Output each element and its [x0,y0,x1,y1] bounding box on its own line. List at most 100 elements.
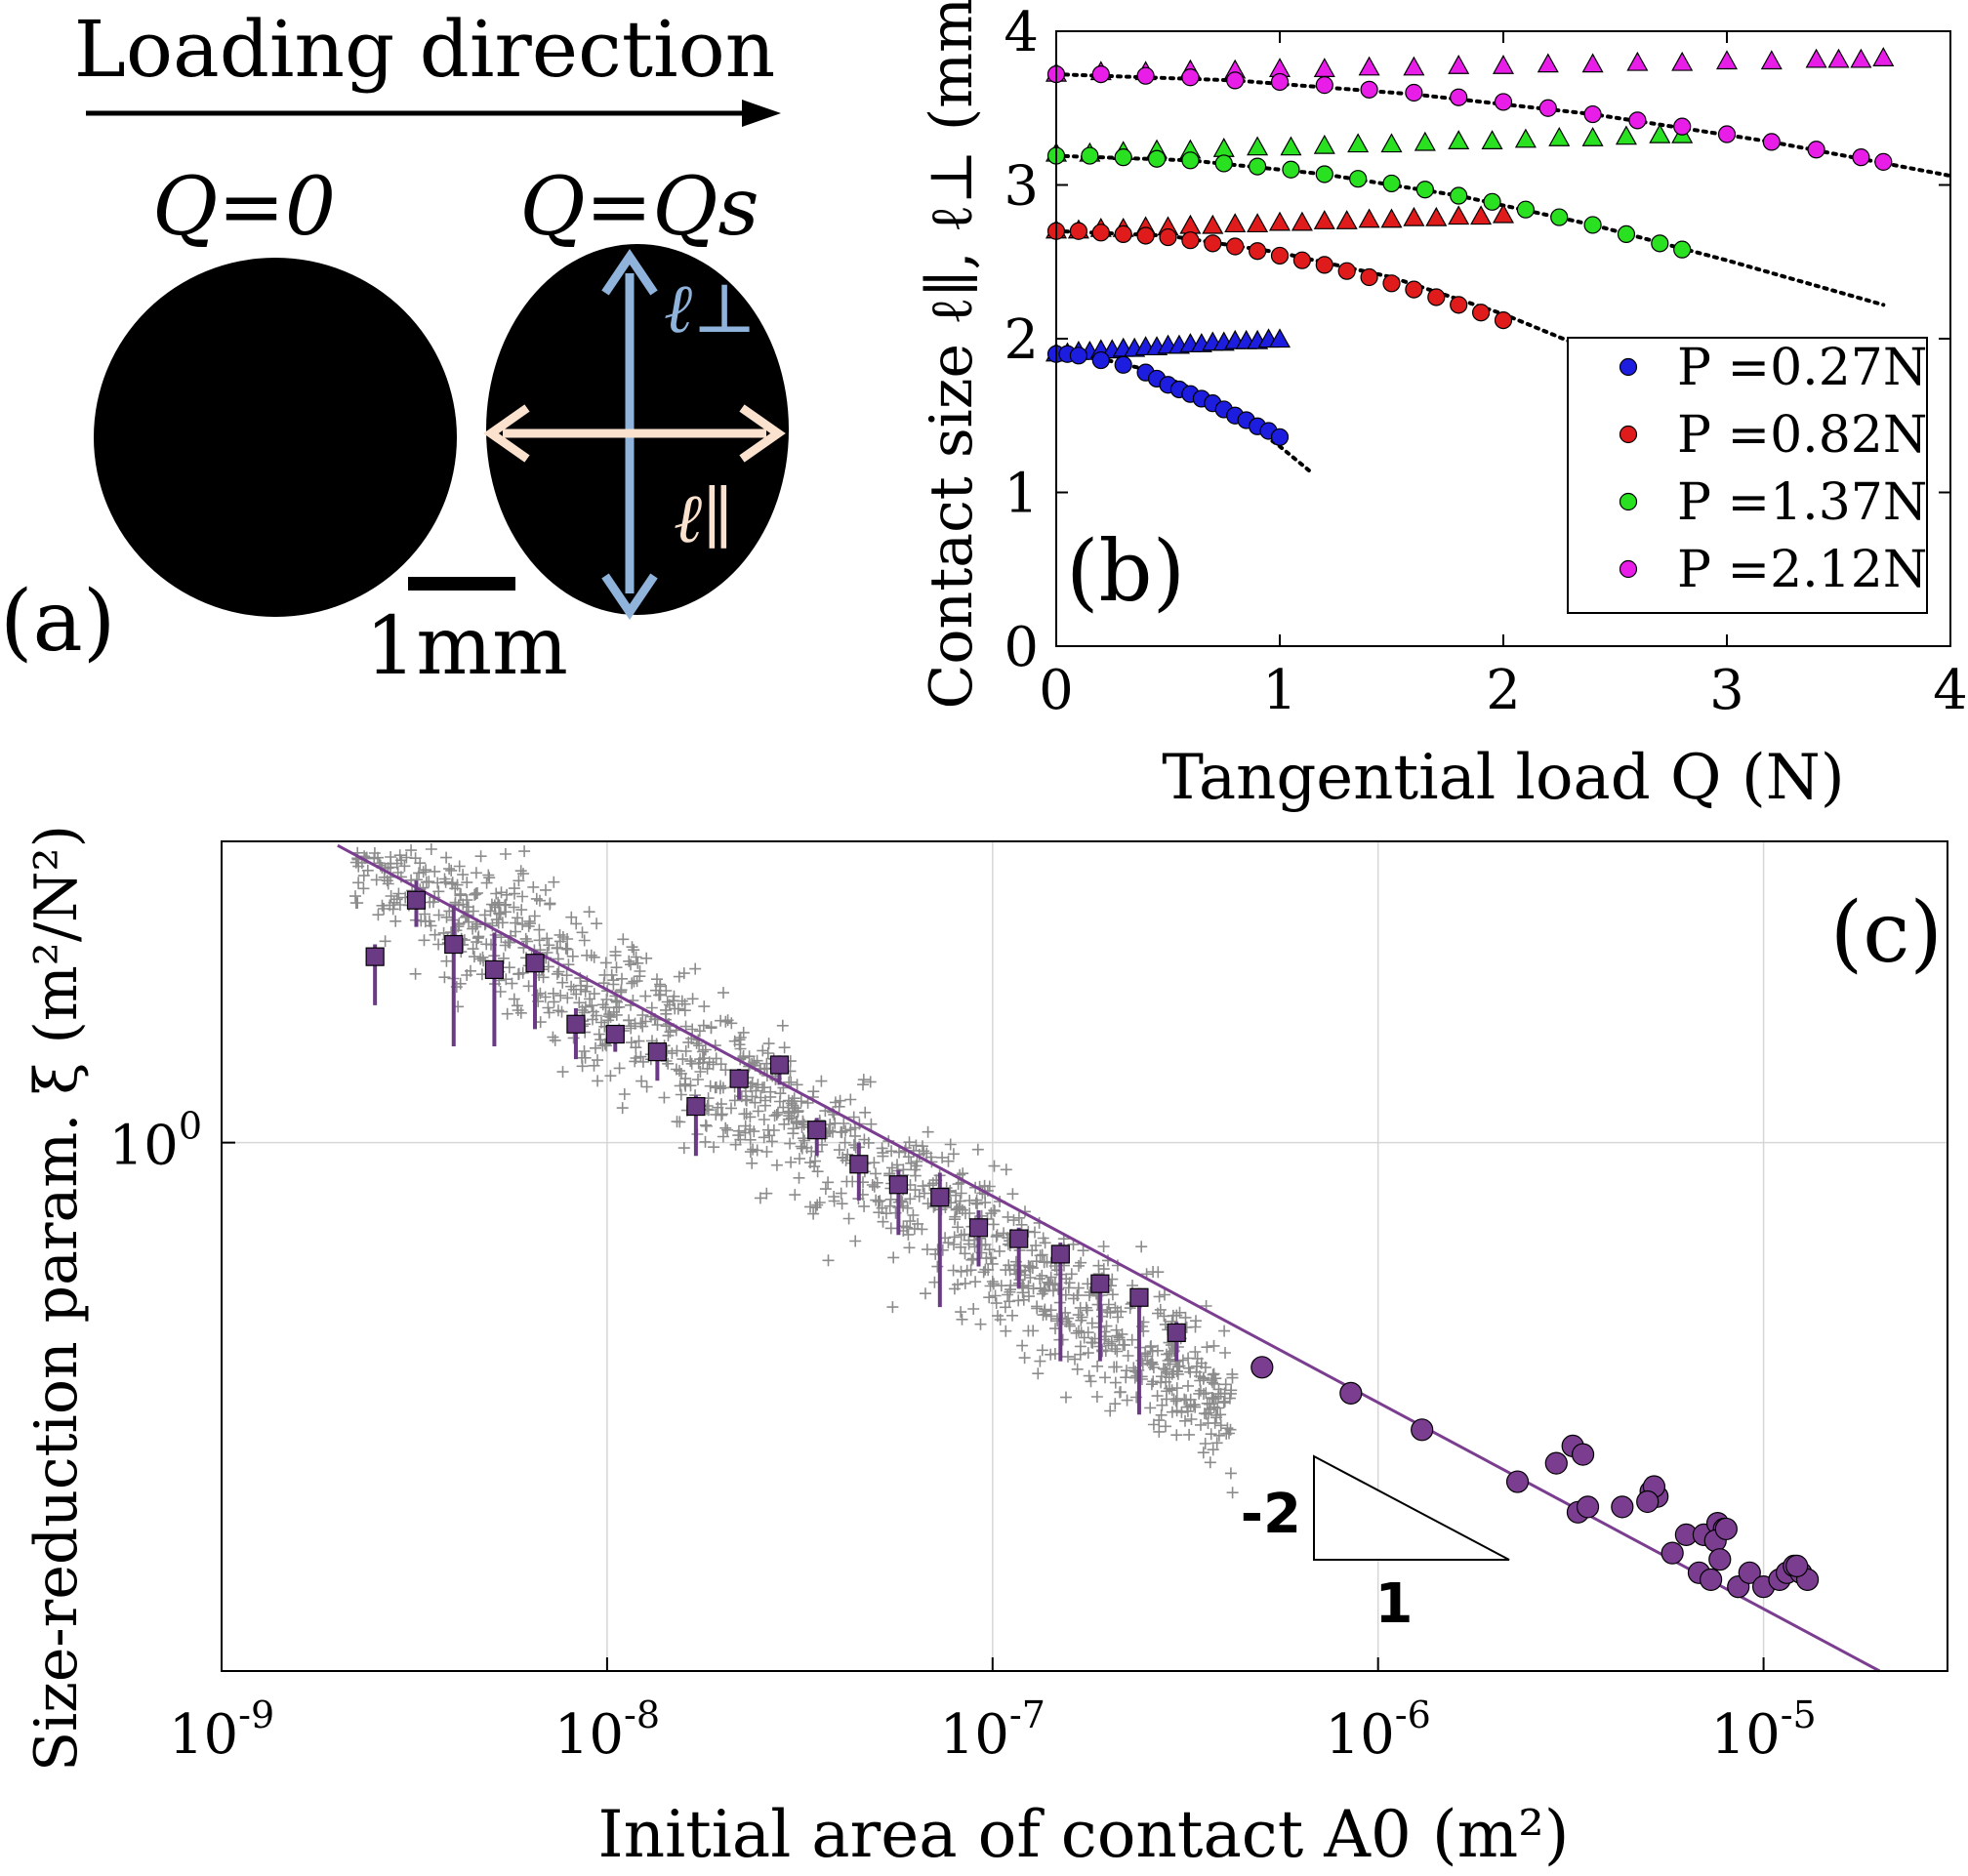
perp-length-label: ℓ⊥ [664,268,757,348]
b-y-axis-label: Contact size ℓ∥, ℓ⊥ (mm) [918,0,986,709]
panel-a: Loading direction Q=0 Q=Qs ℓ⊥ ℓ∥ 1mm (a) [0,4,789,693]
b-y-tick-label: 2 [1004,308,1039,372]
b-par-circle-marker [1450,88,1468,106]
b-perp-triangle-marker [1671,51,1694,71]
c-binned-square [1167,1323,1186,1342]
b-par-circle-marker [1147,149,1167,168]
b-par-circle-marker [1717,125,1737,143]
c-binned-square [1090,1274,1110,1293]
b-perp-triangle-marker [1715,50,1739,70]
b-perp-triangle-marker [1358,56,1380,76]
b-perp-triangle-marker [1358,208,1380,228]
b-perp-triangle-marker [1626,51,1649,71]
b-legend-label: P =0.27N [1677,339,1927,397]
b-perp-triangle-marker [1247,213,1269,233]
b-par-circle-marker [1159,227,1177,247]
loading-direction-arrowhead [742,100,781,127]
b-par-circle-marker [1214,154,1233,173]
c-individual-circle [1660,1541,1684,1565]
b-par-circle-marker [1091,350,1110,370]
b-perp-triangle-marker [1313,210,1335,229]
b-perp-triangle-marker [1313,58,1335,77]
b-perp-triangle-marker [1414,131,1436,151]
b-perp-triangle-marker [1537,53,1559,73]
b-par-circle-marker [1382,274,1401,293]
b-legend-marker [1619,559,1638,579]
b-par-circle-marker [1852,148,1870,167]
b-y-tick-label: 0 [1004,616,1039,679]
b-par-circle-marker [1583,216,1602,234]
par-length-label: ℓ∥ [674,478,734,558]
b-perp-triangle-marker [1335,210,1358,229]
b-par-circle-marker [1181,151,1200,170]
b-perp-triangle-marker [1268,211,1292,231]
slope-triangle-shape [1313,1454,1510,1561]
slope-triangle: -2 1 [1241,1454,1510,1636]
c-fit-line-path [337,843,1881,1673]
c-grid [222,841,1948,1671]
c-raw-cloud [349,843,1239,1499]
c-individual-circle [1544,1451,1568,1475]
b-perp-triangle-marker [1481,130,1503,149]
panel-b-label: (b) [1066,523,1185,621]
c-ticks: 10-9 10-8 10-7 10-6 10-5 100 [109,1105,1817,1767]
c-individual-circle [1714,1517,1738,1541]
b-par-circle-marker [1360,267,1378,287]
b-par-circle-marker [1091,64,1110,84]
slope-triangle-rise-label: -2 [1241,1483,1301,1546]
b-par-circle-marker [1226,237,1245,256]
b-perp-triangle-marker [1268,328,1292,348]
b-ticks: 0 1 2 3 4 0 1 2 3 4 [1004,1,1967,722]
c-individual-circle [1708,1548,1732,1571]
b-x-tick-label: 1 [1262,659,1297,722]
b-par-circle-marker [1405,280,1423,299]
b-perp-triangle-marker [1827,48,1850,68]
b-par-circle-marker [1204,234,1222,253]
b-perp-triangle-marker [1380,208,1403,228]
c-individual-circle [1611,1495,1634,1519]
c-individual-circle [1700,1568,1723,1591]
b-x-tick-label: 3 [1709,659,1744,722]
c-individual-circle [1785,1554,1809,1578]
b-perp-triangle-marker [1247,136,1269,156]
b-par-circle-marker [1136,226,1155,245]
c-binned-square [525,954,545,973]
b-x-tick-label: 2 [1486,659,1521,722]
b-perp-triangle-marker [1448,54,1470,74]
b-perp-triangle-marker [1224,213,1247,233]
b-par-circle-marker [1673,240,1692,259]
c-binned-square [968,1218,989,1238]
b-par-circle-marker [1583,104,1602,124]
b-par-circle-marker [1807,141,1825,159]
b-legend-label: P =1.37N [1677,473,1927,532]
c-individual-circle [1571,1443,1595,1466]
c-x-tick-label: 10-6 [1326,1693,1431,1767]
b-par-circle-marker [1270,428,1290,446]
b-par-circle-marker [1081,146,1099,165]
b-par-circle-marker [1427,288,1446,306]
c-individual-circle [1505,1470,1530,1493]
b-perp-triangle-marker [1470,205,1493,225]
b-perp-triangle-marker [1492,203,1515,224]
scale-bar-label: 1mm [365,600,568,693]
b-par-circle-marker [1550,208,1569,226]
c-x-tick-label: 10-9 [169,1693,274,1767]
b-fit-line-0 [1054,351,1316,476]
b-perp-triangle-marker [1347,133,1370,153]
b-perp-triangle-marker [1380,133,1403,153]
b-par-circle-marker [1114,355,1132,374]
b-legend-label: P =0.82N [1677,406,1927,465]
c-binned-square [849,1155,869,1174]
b-par-circle-marker [1282,160,1300,179]
b-par-circle-marker [1494,311,1513,330]
b-par-circle-marker [1874,152,1893,171]
b-par-circle-marker [1069,347,1088,365]
b-par-circle-marker [1069,222,1088,240]
b-perp-triangle-marker [1850,48,1872,68]
c-plot-frame [221,840,1948,1672]
b-perp-triangle-marker [1872,47,1895,66]
b-par-circle-marker [1270,72,1290,92]
b-perp-triangle-marker [1615,125,1637,145]
c-binned-square [647,1041,667,1062]
